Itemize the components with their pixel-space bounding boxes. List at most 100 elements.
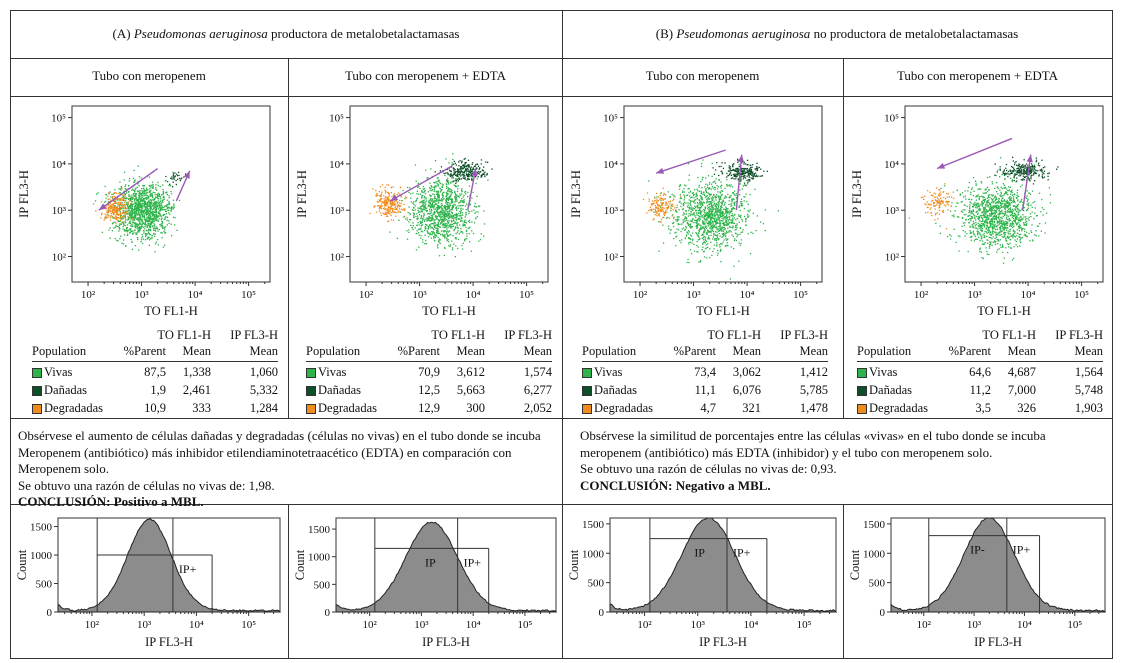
dot-degradadas [129, 200, 131, 202]
dot-degradadas [133, 197, 135, 200]
dot-danadas [468, 174, 470, 176]
dot-vivas [693, 222, 695, 224]
dot-vivas [712, 206, 714, 208]
dot-vivas [155, 188, 157, 190]
dot-vivas [452, 225, 455, 227]
dot-vivas [154, 227, 156, 229]
dot-vivas [696, 226, 698, 229]
dot-vivas [137, 202, 139, 205]
dot-vivas [424, 206, 426, 208]
dot-vivas [994, 200, 996, 202]
dot-vivas [139, 203, 141, 205]
dot-vivas [170, 206, 173, 208]
dot-vivas [134, 210, 136, 213]
dot-degradadas [388, 206, 390, 209]
dot-vivas [133, 192, 136, 194]
x-tick-label: 10² [633, 289, 648, 301]
dot-vivas [735, 224, 737, 226]
dot-vivas [456, 209, 458, 211]
dot-vivas [119, 210, 121, 212]
dot-vivas [724, 224, 726, 226]
dot-vivas [424, 223, 427, 226]
dot-danadas [755, 169, 757, 171]
dot-vivas [153, 219, 155, 221]
dot-vivas [409, 218, 411, 221]
dot-vivas [138, 195, 140, 197]
dot-degradadas [660, 202, 662, 204]
dot-vivas [687, 202, 689, 204]
dot-vivas [437, 193, 439, 195]
dot-vivas [421, 217, 424, 220]
dot-vivas [126, 231, 128, 233]
dot-vivas [161, 199, 163, 202]
dot-vivas [681, 239, 683, 241]
dot-degradadas [397, 210, 399, 212]
dot-vivas [148, 209, 150, 212]
dot-degradadas [657, 210, 660, 212]
dot-vivas [423, 191, 426, 193]
dot-vivas [735, 233, 737, 235]
dot-vivas [688, 192, 690, 194]
dot-vivas [149, 195, 152, 197]
dot-vivas [447, 217, 450, 220]
dot-danadas [721, 173, 724, 175]
dot-danadas [731, 177, 734, 179]
dot-vivas [680, 230, 682, 233]
dot-vivas [442, 192, 445, 194]
dot-danadas [452, 180, 455, 183]
dot-vivas [453, 228, 455, 231]
dot-vivas [120, 185, 122, 188]
dot-vivas [724, 216, 726, 218]
dot-danadas [736, 168, 738, 170]
dot-vivas [688, 206, 691, 208]
dot-vivas [147, 238, 149, 240]
dot-danadas [466, 164, 469, 167]
dot-degradadas [386, 199, 388, 201]
dot-vivas [702, 226, 704, 228]
dot-danadas [726, 172, 728, 175]
dot-vivas [168, 197, 170, 199]
dot-vivas [448, 230, 451, 232]
dot-vivas [703, 217, 705, 220]
dot-vivas [433, 204, 435, 206]
dot-degradadas [104, 193, 107, 196]
dot-danadas [468, 178, 470, 180]
dot-degradadas [388, 220, 390, 222]
dot-vivas [705, 227, 708, 229]
dot-vivas [718, 232, 720, 235]
dot-vivas [144, 207, 147, 209]
dot-danadas [469, 168, 472, 170]
dot-vivas [715, 227, 717, 229]
dot-vivas [425, 227, 427, 229]
dot-degradadas [119, 219, 122, 222]
dot-vivas [126, 219, 128, 221]
dot-vivas [716, 185, 718, 187]
dot-vivas [142, 199, 144, 201]
dot-vivas [137, 204, 139, 206]
dot-vivas [455, 222, 457, 224]
dot-vivas [969, 207, 971, 210]
dot-degradadas [669, 203, 671, 205]
dot-vivas [666, 217, 668, 219]
dot-vivas [149, 217, 152, 220]
dot-vivas [443, 198, 445, 200]
dot-vivas [132, 188, 134, 190]
dot-vivas [422, 195, 424, 197]
dot-vivas [135, 193, 137, 195]
dot-vivas [420, 222, 422, 224]
dot-vivas [432, 206, 434, 208]
dot-danadas [183, 176, 185, 178]
dot-vivas [412, 228, 414, 231]
dot-vivas [476, 216, 478, 218]
dot-vivas [709, 216, 711, 218]
dot-vivas [653, 211, 655, 213]
dot-degradadas [389, 208, 392, 210]
dot-vivas [731, 198, 733, 200]
dot-vivas [446, 238, 448, 240]
dot-vivas [130, 196, 132, 198]
dot-vivas [433, 187, 435, 189]
dot-vivas [710, 201, 712, 203]
dot-degradadas [385, 196, 387, 198]
dot-vivas [700, 190, 702, 192]
dot-degradadas [384, 200, 386, 202]
